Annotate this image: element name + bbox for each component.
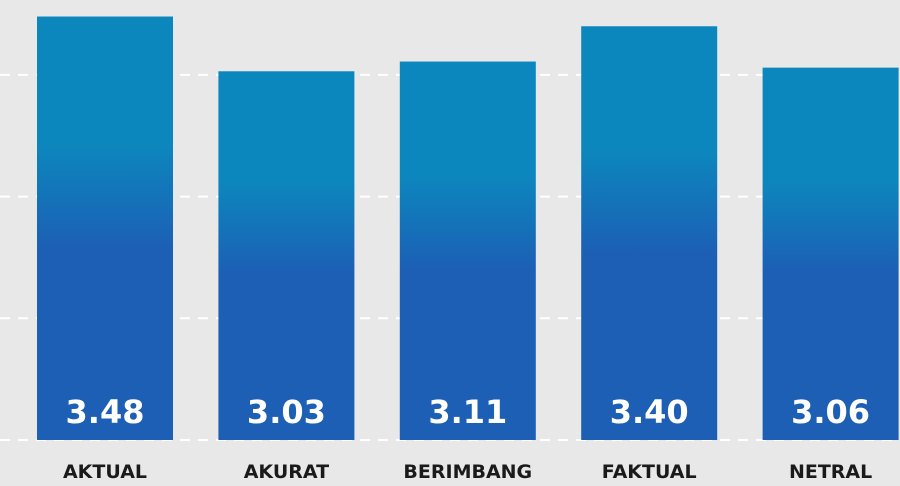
x-tick-label: FAKTUAL	[602, 461, 697, 483]
bar	[218, 71, 355, 440]
value-label: 3.11	[428, 393, 507, 431]
value-label: 3.03	[247, 393, 326, 431]
x-tick-label: AKURAT	[244, 461, 329, 483]
x-tick-label: BERIMBANG	[403, 461, 532, 483]
bar	[762, 67, 899, 440]
value-label: 3.40	[610, 393, 689, 431]
bar	[399, 61, 536, 440]
bar	[581, 26, 718, 441]
value-label: 3.48	[66, 393, 145, 431]
value-label: 3.06	[791, 393, 870, 431]
x-tick-label: NETRAL	[789, 461, 872, 483]
x-tick-label: AKTUAL	[63, 461, 147, 483]
bar	[37, 16, 173, 440]
